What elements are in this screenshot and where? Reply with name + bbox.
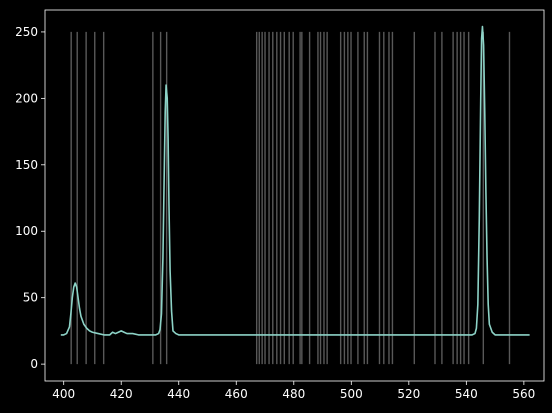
reference-lines	[70, 31, 511, 365]
series-layer	[60, 25, 530, 336]
x-tick-label: 520	[397, 387, 420, 401]
y-tick-label: 150	[15, 158, 38, 172]
series-line	[60, 25, 530, 336]
y-tick-label: 50	[23, 291, 38, 305]
x-tick-label: 560	[512, 387, 535, 401]
x-tick-label: 460	[225, 387, 248, 401]
x-tick-label: 420	[110, 387, 133, 401]
y-tick-label: 250	[15, 25, 38, 39]
x-tick-label: 480	[282, 387, 305, 401]
plot-frame	[44, 9, 545, 382]
x-tick-label: 500	[340, 387, 363, 401]
x-axis: 400 420 440 460 480 500 520 540 560	[52, 381, 535, 401]
y-tick-label: 200	[15, 91, 38, 105]
x-tick-label: 440	[167, 387, 190, 401]
x-tick-label: 540	[455, 387, 478, 401]
y-tick-label: 0	[30, 357, 38, 371]
y-tick-label: 100	[15, 224, 38, 238]
x-tick-label: 400	[52, 387, 75, 401]
y-axis: 0 50 100 150 200 250	[15, 25, 45, 371]
